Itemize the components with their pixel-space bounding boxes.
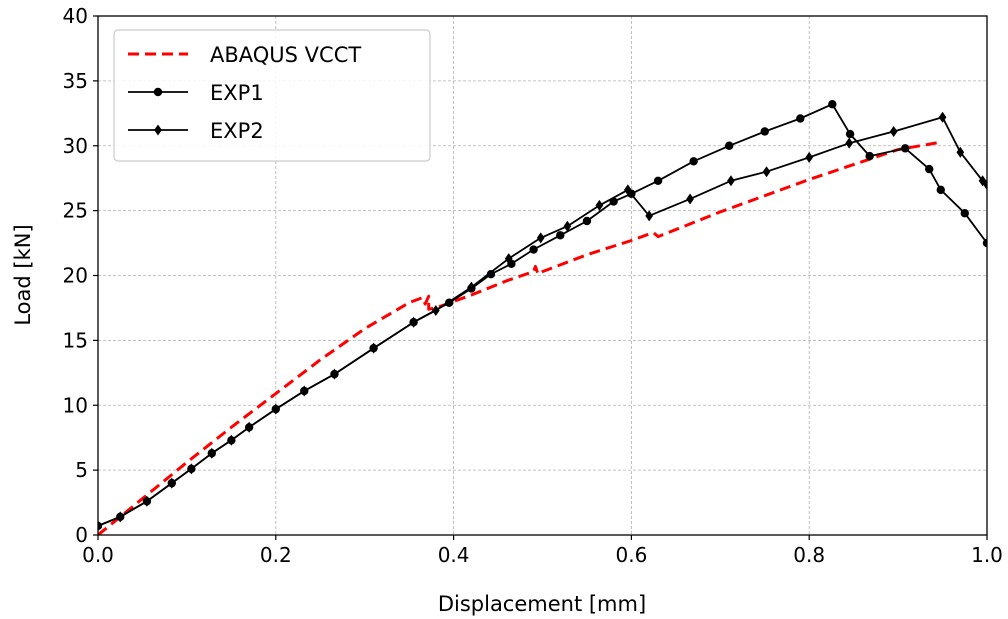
data-point-exp2: [595, 199, 604, 211]
data-point-exp2: [369, 342, 378, 354]
data-point-exp2: [845, 137, 854, 149]
data-point-exp2: [563, 220, 572, 232]
x-tick-label: 0.2: [260, 543, 292, 567]
data-point-exp2: [686, 193, 694, 205]
data-point-exp2: [983, 179, 987, 191]
data-point-exp1: [865, 151, 874, 161]
y-tick-label: 30: [63, 134, 88, 158]
x-tick-label: 0.8: [793, 543, 825, 567]
data-point-exp2: [116, 511, 125, 523]
data-point-exp2: [504, 253, 513, 265]
data-point-exp2: [645, 210, 654, 222]
data-point-exp1: [486, 270, 496, 279]
legend-box: [113, 29, 431, 162]
data-point-exp2: [431, 305, 440, 317]
data-point-exp2: [271, 403, 280, 415]
data-point-exp1: [529, 245, 538, 254]
legend-label-exp1: EXP1: [210, 81, 264, 105]
series-abaqus-vcct: [98, 140, 943, 535]
data-point-exp1: [653, 176, 663, 185]
data-point-exp1: [901, 144, 910, 153]
y-tick-label: 10: [63, 393, 88, 417]
legend-label-exp2: EXP2: [210, 119, 264, 143]
data-point-exp2: [536, 232, 545, 244]
data-point-exp2: [98, 520, 102, 532]
legend-label-abaqus-vcct: ABAQUS VCCT: [210, 43, 361, 67]
data-point-exp2: [727, 175, 735, 187]
data-point-exp2: [889, 125, 898, 137]
legend: ABAQUS VCCT EXP1 EXP2: [113, 29, 431, 162]
data-point-exp2: [762, 166, 771, 178]
y-axis-label: Load [kN]: [11, 224, 35, 325]
y-tick-label: 15: [63, 328, 88, 352]
data-point-exp2: [938, 111, 947, 123]
data-point-exp2: [805, 151, 814, 163]
data-point-exp1: [982, 238, 987, 248]
data-point-exp1: [582, 216, 592, 226]
data-point-exp2: [227, 434, 236, 446]
x-axis-label: Displacement [mm]: [438, 592, 646, 616]
data-point-exp2: [956, 146, 965, 158]
data-point-exp2: [207, 447, 216, 459]
data-point-exp2: [167, 477, 176, 489]
data-point-exp1: [925, 164, 934, 174]
series-line-abaqus-vcct: [98, 140, 943, 535]
x-tick-label: 1.0: [971, 543, 1003, 567]
data-point-exp2: [623, 184, 632, 196]
data-point-exp2: [978, 175, 987, 187]
y-tick-label: 0: [75, 523, 88, 547]
data-point-exp1: [936, 185, 945, 195]
data-point-exp1: [828, 100, 837, 109]
series-layer: [98, 100, 987, 535]
y-tick-label: 35: [63, 69, 88, 93]
legend-marker-exp2: [154, 124, 162, 136]
data-point-exp1: [960, 209, 969, 218]
data-point-exp1: [724, 141, 734, 150]
legend-marker-exp1: [153, 87, 163, 97]
data-point-exp1: [689, 157, 698, 166]
data-point-exp2: [467, 281, 476, 293]
data-point-exp2: [409, 316, 418, 328]
data-point-exp1: [556, 231, 565, 240]
data-point-exp2: [187, 463, 196, 475]
data-point-exp1: [760, 127, 769, 136]
x-tick-label: 0.6: [615, 543, 647, 567]
data-point-exp2: [300, 385, 309, 397]
y-tick-label: 5: [75, 458, 88, 482]
x-tick-label: 0.4: [438, 543, 470, 567]
series-exp2: [98, 111, 987, 532]
data-point-exp2: [330, 368, 339, 380]
data-point-exp1: [845, 129, 855, 139]
x-tick-label: 0.0: [82, 543, 114, 567]
data-point-exp2: [245, 421, 253, 433]
axis-ticks: 0.0 0.2 0.4 0.6 0.8 1.0 0 5 10 15 20 25 30 35 40: [63, 4, 1003, 567]
data-point-exp1: [796, 114, 805, 123]
y-tick-label: 40: [63, 4, 88, 28]
y-tick-label: 20: [63, 264, 88, 288]
data-point-exp2: [143, 495, 151, 507]
y-tick-label: 25: [63, 199, 88, 223]
